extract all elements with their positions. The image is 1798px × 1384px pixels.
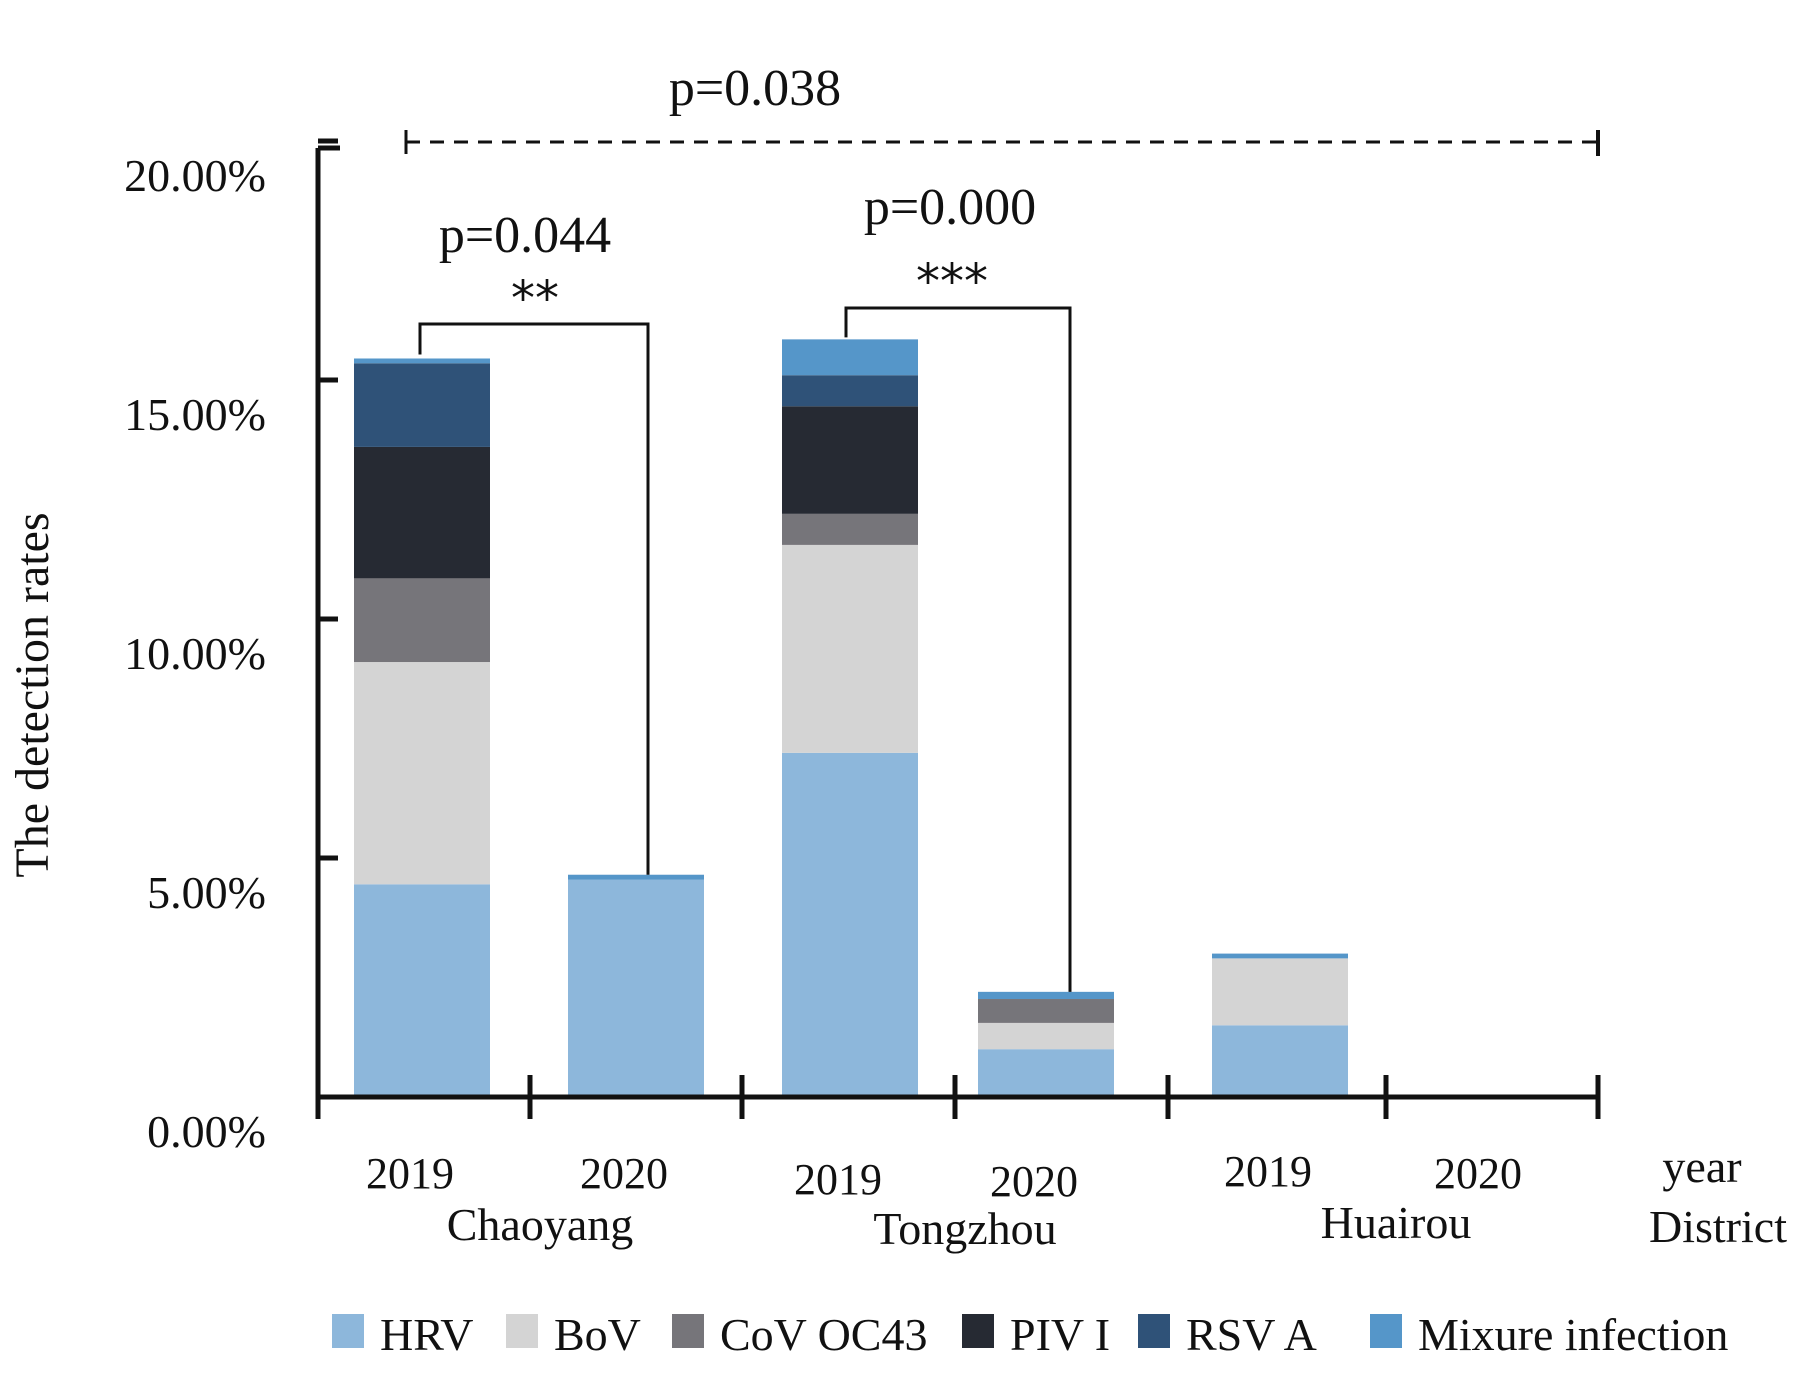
significance-stars: *** (916, 254, 988, 310)
y-axis-title: The detection rates (6, 512, 59, 877)
legend-swatch (1138, 1314, 1170, 1348)
bar-segment-mixure-infection-huairou-2019 (1212, 953, 1348, 959)
bar-segment-piv-i-tongzhou-2019 (782, 406, 918, 514)
bar-segment-mixure-infection-tongzhou-2020 (978, 991, 1114, 1000)
significance-stars: ** (511, 271, 559, 327)
y-tick-label: 0.00% (147, 1106, 266, 1157)
legend-label: Mixure infection (1418, 1309, 1728, 1360)
bar-segment-cov-oc43-chaoyang-2019 (354, 578, 490, 663)
x-year-label: 2020 (1434, 1149, 1522, 1198)
x-district-label: Huairou (1321, 1197, 1472, 1248)
bar-segment-cov-oc43-tongzhou-2019 (782, 513, 918, 545)
bar-segment-bov-tongzhou-2019 (782, 544, 918, 753)
p-value-label: p=0.000 (864, 179, 1036, 236)
bar-segment-mixure-infection-tongzhou-2019 (782, 339, 918, 376)
legend-swatch (962, 1314, 994, 1348)
x-axis-year-name: year (1662, 1141, 1741, 1192)
bar-segment-hrv-chaoyang-2020 (568, 879, 704, 1097)
y-tick-label: 15.00% (124, 389, 266, 440)
legend-label: RSV A (1186, 1309, 1317, 1360)
bar-segment-bov-chaoyang-2019 (354, 662, 490, 885)
bar-segment-mixure-infection-chaoyang-2020 (568, 874, 704, 880)
x-district-label: Chaoyang (447, 1199, 634, 1250)
legend-swatch (506, 1314, 538, 1348)
bar-segment-mixure-infection-chaoyang-2019 (354, 358, 490, 364)
significance-bracket (418, 322, 650, 875)
p-value-label: p=0.038 (669, 60, 841, 117)
x-axis-district-name: District (1649, 1201, 1787, 1252)
legend-label: BoV (554, 1309, 641, 1360)
bar-segment-bov-huairou-2019 (1212, 958, 1348, 1026)
legend-swatch (1370, 1314, 1402, 1348)
x-year-label: 2019 (366, 1149, 454, 1198)
x-district-label: Tongzhou (873, 1203, 1056, 1254)
bar-segment-cov-oc43-tongzhou-2020 (978, 999, 1114, 1023)
bar-segment-hrv-tongzhou-2019 (782, 752, 918, 1097)
bar-segment-piv-i-chaoyang-2019 (354, 446, 490, 579)
bar-segment-bov-tongzhou-2020 (978, 1022, 1114, 1050)
y-tick-label: 10.00% (124, 628, 266, 679)
significance-bracket (844, 306, 1072, 992)
legend-swatch (672, 1314, 704, 1348)
bar-segment-rsv-a-chaoyang-2019 (354, 363, 490, 447)
y-tick-label: 5.00% (147, 867, 266, 918)
legend-swatch (332, 1314, 364, 1348)
x-year-label: 2019 (794, 1155, 882, 1204)
x-year-label: 2020 (990, 1157, 1078, 1206)
p-value-label: p=0.044 (439, 207, 611, 264)
bar-segment-rsv-a-tongzhou-2019 (782, 375, 918, 407)
bar-segment-hrv-tongzhou-2020 (978, 1049, 1114, 1097)
x-year-label: 2020 (580, 1149, 668, 1198)
legend-label: PIV I (1010, 1309, 1110, 1360)
y-tick-label: 20.00% (124, 150, 266, 201)
bar-segment-hrv-chaoyang-2019 (354, 884, 490, 1097)
x-year-label: 2019 (1224, 1147, 1312, 1196)
legend-label: HRV (380, 1309, 473, 1360)
bar-segment-hrv-huairou-2019 (1212, 1025, 1348, 1097)
legend-label: CoV OC43 (720, 1309, 927, 1360)
